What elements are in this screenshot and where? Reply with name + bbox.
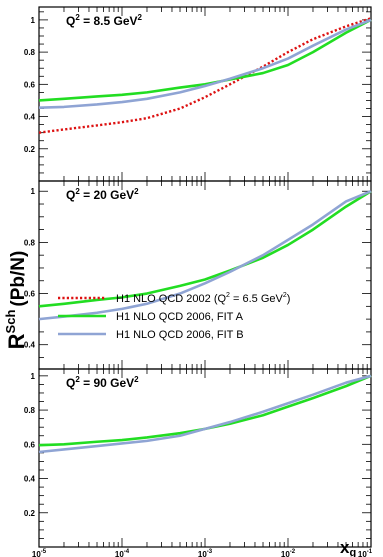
panel-1-series-0-line (38, 190, 372, 308)
y-tick-label: 0.6 (24, 440, 36, 449)
panel-2: 0.2 0.4 0.6 0.8 1 Q2 = 90 GeV2 (24, 368, 372, 548)
legend-label-2: H1 NLO QCD 2006, FIT B (116, 329, 244, 341)
panel-1-x-ticks (38, 181, 372, 369)
legend-label-0-sup2: 2 (283, 292, 287, 299)
panel-0-series-1-line (38, 18, 372, 102)
y-tick-label: 0.8 (24, 48, 36, 57)
y-tick-label: 1 (31, 187, 36, 196)
panel-2-y-ticks (39, 375, 371, 548)
legend-label-0-b: = 6.5 GeV (230, 293, 284, 305)
x-tick-label: 10-4 (115, 549, 130, 557)
y-tick-label: 1 (31, 372, 36, 381)
y-axis-label-main: R (4, 333, 29, 349)
y-axis-label: RSch (Pb/N) (3, 251, 29, 350)
svg-text:RSch(Pb/N): RSch (Pb/N) (3, 251, 29, 350)
panel-0-series (38, 17, 372, 134)
panel-1-title: Q2 = 20 GeV2 (66, 187, 139, 202)
y-tick-label: 0.6 (24, 80, 36, 89)
x-tick-labels: 10-5 10-4 10-3 10-2 10-1 (32, 549, 373, 557)
x-tick-label: 10-2 (281, 549, 296, 557)
x-tick-label: 10-5 (32, 549, 47, 557)
panel-2-title: Q2 = 90 GeV2 (66, 375, 139, 390)
x-tick-label: 10-3 (198, 549, 213, 557)
panel-0-series-2-line (38, 18, 372, 109)
y-axis-label-rest: (Pb/N) (8, 251, 29, 307)
x-axis-label-sub: g (349, 547, 356, 557)
legend-label-0: H1 NLO QCD 2002 (Q2 = 6.5 GeV2) (116, 292, 290, 305)
x-axis-label-main: x (340, 538, 350, 557)
panel-2-series-1-line (38, 374, 372, 454)
x-tick-label: 10-1 (358, 549, 373, 557)
y-tick-label: 0.4 (24, 113, 36, 122)
y-tick-label: 1 (31, 16, 36, 25)
legend: H1 NLO QCD 2002 (Q2 = 6.5 GeV2) H1 NLO Q… (58, 292, 290, 341)
y-tick-label: 0.2 (24, 145, 36, 154)
legend-label-0-a: H1 NLO QCD 2002 (Q (116, 293, 226, 305)
y-tick-label: 0.2 (24, 509, 36, 518)
svg-text:xg: xg (340, 538, 356, 557)
panel-2-series (38, 374, 372, 454)
panel-2-x-ticks (38, 369, 372, 547)
y-axis-label-sup: Sch (3, 310, 18, 334)
chart-panels: 0.2 0.4 0.6 0.8 1 Q2 = 8.5 GeV2 0.4 0.6 0.8 1 Q2 =… (24, 6, 372, 548)
panel-1-series-1-line (38, 190, 372, 321)
y-tick-label: 0.4 (24, 341, 36, 350)
panel-0-series-0-line (38, 17, 372, 134)
panel-0-x-ticks (38, 7, 372, 181)
panel-0: 0.2 0.4 0.6 0.8 1 Q2 = 8.5 GeV2 (24, 6, 372, 182)
y-tick-label: 0.8 (24, 238, 36, 247)
y-tick-label: 0.4 (24, 475, 36, 484)
y-tick-label: 0.8 (24, 406, 36, 415)
legend-label-0-close: ) (287, 293, 291, 305)
legend-label-1: H1 NLO QCD 2006, FIT A (116, 311, 244, 323)
panel-0-title: Q2 = 8.5 GeV2 (66, 13, 143, 28)
x-axis-label: xg (340, 538, 356, 557)
panel-1-series (38, 190, 372, 321)
panel-0-frame (38, 6, 372, 182)
legend-label-0-sup: 2 (226, 292, 230, 299)
y-tick-label: 0.6 (24, 290, 36, 299)
